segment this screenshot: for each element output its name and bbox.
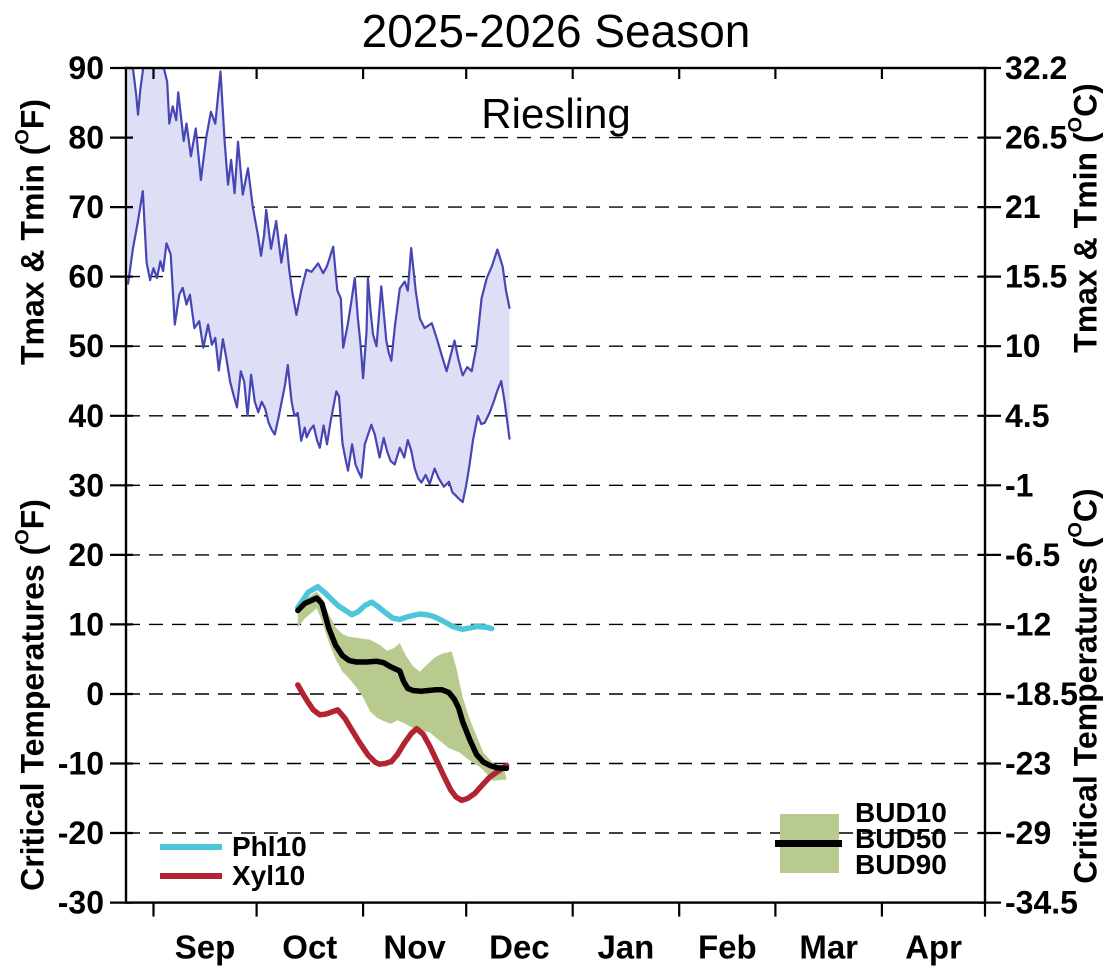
y-right-tick-label: -6.5	[1005, 537, 1060, 573]
y-right-tick-label: -34.5	[1005, 885, 1078, 921]
phl10-legend-line	[160, 844, 222, 850]
phl10-legend-label: Phl10	[232, 831, 307, 862]
series-xyl10	[295, 682, 510, 804]
left-axis-title-top: Tmax & Tmin (OF)	[11, 98, 51, 366]
right-axis-title-bottom: Critical Temperatures (OC)	[1064, 488, 1104, 884]
y-left-tick-label: 10	[68, 606, 104, 642]
y-left-tick-label: 40	[68, 398, 104, 434]
series-tmin	[127, 190, 511, 504]
y-right-tick-label: 32.2	[1005, 50, 1067, 86]
right-axis-title-top: Tmax & Tmin (OC)	[1064, 83, 1104, 353]
xyl10-legend-label: Xyl10	[232, 860, 306, 891]
y-left-tick-label: 70	[68, 189, 104, 225]
month-label-oct: Oct	[282, 929, 337, 966]
tmax-tmin-band	[128, 68, 510, 502]
y-right-tick-label: 4.5	[1005, 398, 1049, 434]
chart-title: 2025-2026 Season	[361, 5, 751, 57]
y-right-tick-label: -18.5	[1005, 676, 1078, 712]
y-left-tick-label: 30	[68, 467, 104, 503]
bud50-legend-label: BUD50	[855, 823, 947, 854]
y-right-tick-label: 10	[1005, 328, 1041, 364]
series-phl10	[295, 584, 495, 633]
month-label-dec: Dec	[489, 929, 550, 966]
left-axis-title-bottom: Critical Temperatures (OF)	[11, 499, 51, 891]
y-right-tick-label: -29	[1005, 815, 1051, 851]
month-label-jan: Jan	[597, 929, 654, 966]
month-label-nov: Nov	[383, 929, 446, 966]
series-tmax	[127, 68, 511, 380]
chart-subtitle: Riesling	[481, 90, 631, 137]
y-right-tick-label: 26.5	[1005, 120, 1067, 156]
bud10-legend-label: BUD10	[855, 797, 947, 828]
month-label-sep: Sep	[175, 929, 236, 966]
y-left-tick-label: 80	[68, 120, 104, 156]
bud50-line-swatch	[775, 840, 842, 847]
y-right-tick-label: -23	[1005, 746, 1051, 782]
month-label-feb: Feb	[698, 929, 757, 966]
y-left-tick-label: 60	[68, 259, 104, 295]
bud90-legend-label: BUD90	[855, 849, 947, 880]
series-bud50	[295, 595, 510, 772]
y-left-tick-label: 20	[68, 537, 104, 573]
bud10-bud90-band	[297, 591, 507, 781]
y-left-tick-label: 0	[86, 676, 104, 712]
y-left-tick-label: -20	[58, 815, 104, 851]
y-right-tick-label: -12	[1005, 606, 1051, 642]
y-left-tick-label: -10	[58, 746, 104, 782]
month-label-apr: Apr	[905, 929, 962, 966]
y-left-tick-label: 90	[68, 50, 104, 86]
y-left-tick-label: -30	[58, 885, 104, 921]
y-left-tick-label: 50	[68, 328, 104, 364]
xyl10-legend-line	[160, 873, 222, 879]
y-right-tick-label: 15.5	[1005, 259, 1067, 295]
y-right-tick-label: -1	[1005, 467, 1033, 503]
month-label-mar: Mar	[799, 929, 858, 966]
y-right-tick-label: 21	[1005, 189, 1041, 225]
